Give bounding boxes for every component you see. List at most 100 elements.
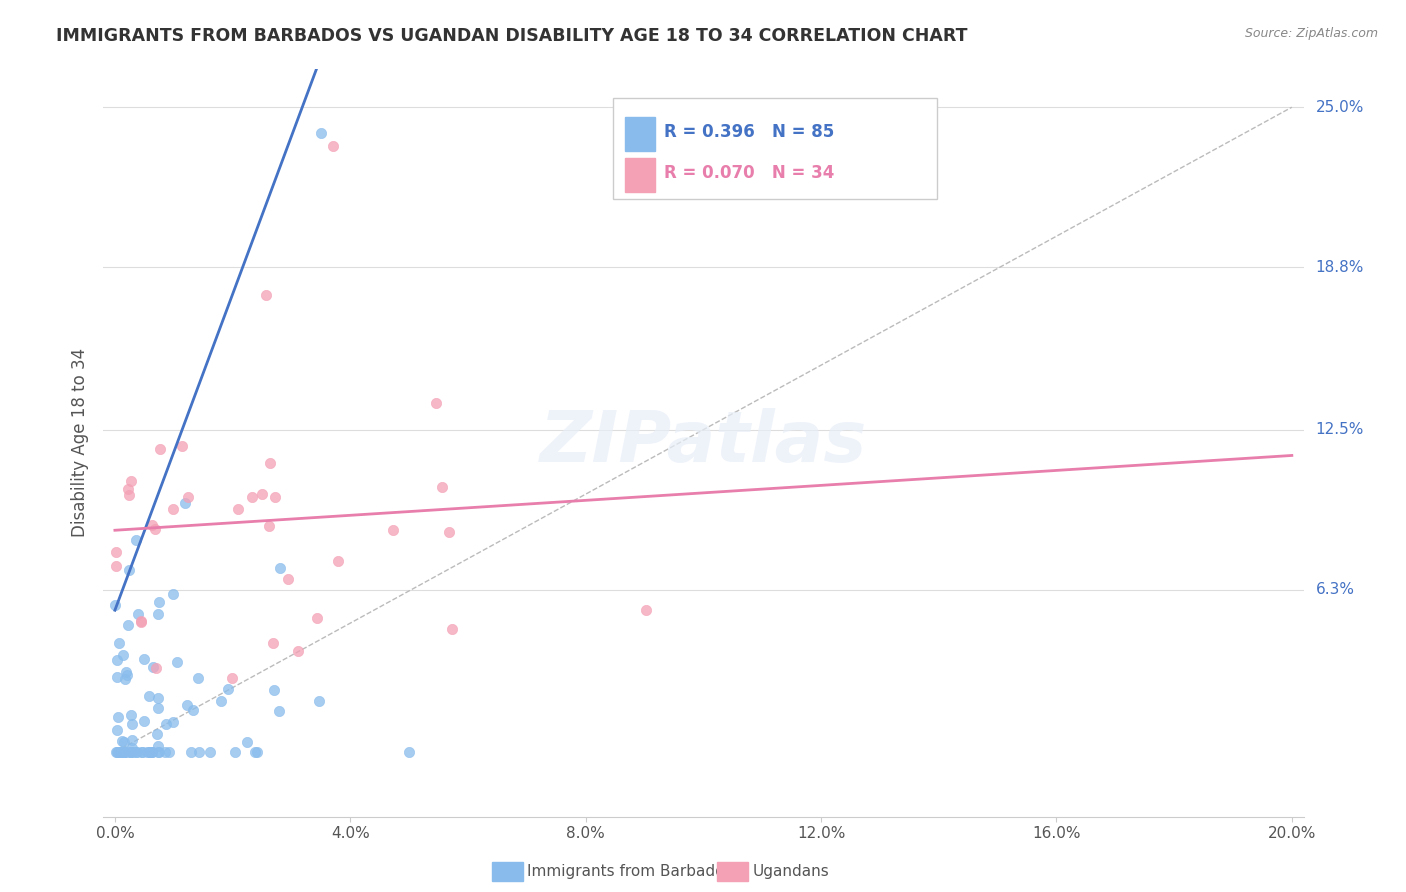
Point	[146, 739, 169, 753]
Point	[188, 745, 211, 759]
Point	[398, 745, 420, 759]
Point	[221, 671, 243, 685]
Point	[131, 745, 153, 759]
Point	[120, 745, 142, 759]
Point	[162, 714, 184, 729]
Point	[153, 745, 176, 759]
Point	[111, 648, 134, 663]
Point	[148, 690, 170, 705]
Point	[439, 524, 461, 539]
Point	[129, 614, 152, 628]
Point	[124, 533, 146, 547]
Text: ZIPatlas: ZIPatlas	[540, 408, 868, 477]
Point	[259, 456, 281, 470]
Point	[111, 734, 134, 748]
Point	[105, 653, 128, 667]
Point	[209, 693, 232, 707]
Point	[125, 745, 148, 759]
Point	[155, 717, 177, 731]
Point	[132, 714, 155, 729]
Point	[107, 745, 129, 759]
Text: 18.8%: 18.8%	[1316, 260, 1364, 275]
Point	[120, 707, 142, 722]
Point	[141, 745, 163, 759]
Point	[224, 745, 246, 759]
Point	[115, 668, 138, 682]
Point	[117, 482, 139, 496]
Point	[145, 661, 167, 675]
Point	[257, 519, 280, 533]
Point	[121, 740, 143, 755]
Point	[240, 490, 263, 504]
Point	[121, 717, 143, 731]
Point	[118, 488, 141, 502]
Point	[176, 698, 198, 713]
Point	[104, 745, 127, 759]
Text: R = 0.070   N = 34: R = 0.070 N = 34	[664, 164, 834, 182]
Point	[308, 694, 330, 708]
Point	[139, 745, 162, 759]
Point	[104, 545, 127, 559]
Point	[108, 745, 131, 759]
Point	[105, 558, 128, 573]
Point	[142, 659, 165, 673]
Point	[148, 595, 170, 609]
Point	[125, 745, 148, 759]
Point	[264, 490, 287, 504]
Point	[131, 745, 153, 759]
Point	[217, 682, 239, 697]
Point	[132, 652, 155, 666]
Point	[322, 139, 344, 153]
Point	[139, 745, 162, 759]
Point	[198, 745, 221, 759]
Point	[105, 670, 128, 684]
Point	[243, 745, 266, 759]
Point	[181, 704, 204, 718]
Point	[115, 665, 138, 679]
Point	[174, 496, 197, 510]
Point	[382, 523, 405, 537]
Point	[107, 745, 129, 759]
Point	[114, 672, 136, 686]
Point	[277, 572, 299, 586]
Point	[114, 745, 136, 759]
Point	[118, 563, 141, 577]
Point	[148, 745, 170, 759]
Point	[177, 490, 200, 504]
Point	[305, 610, 328, 624]
Point	[148, 745, 170, 759]
Point	[104, 598, 127, 612]
Point	[432, 480, 454, 494]
Point	[162, 501, 184, 516]
FancyBboxPatch shape	[613, 98, 938, 200]
Point	[250, 487, 273, 501]
Point	[127, 607, 149, 622]
Point	[166, 655, 188, 669]
Point	[180, 745, 202, 759]
Point	[129, 615, 152, 629]
Point	[172, 439, 194, 453]
Point	[141, 745, 163, 759]
Point	[118, 745, 141, 759]
Point	[107, 710, 129, 724]
Text: Ugandans: Ugandans	[752, 864, 830, 879]
Point	[326, 554, 349, 568]
Point	[269, 704, 291, 718]
Point	[110, 745, 132, 759]
Point	[287, 644, 309, 658]
Point	[107, 745, 129, 759]
Text: 12.5%: 12.5%	[1316, 422, 1364, 437]
Point	[636, 603, 658, 617]
FancyBboxPatch shape	[626, 158, 655, 192]
Text: Source: ZipAtlas.com: Source: ZipAtlas.com	[1244, 27, 1378, 40]
Point	[425, 395, 447, 409]
Point	[187, 672, 209, 686]
Point	[117, 618, 139, 632]
Text: R = 0.396   N = 85: R = 0.396 N = 85	[664, 123, 834, 141]
Point	[309, 126, 332, 140]
Point	[111, 745, 134, 759]
Point	[121, 732, 143, 747]
Point	[262, 635, 284, 649]
Point	[236, 734, 259, 748]
Point	[111, 745, 134, 759]
